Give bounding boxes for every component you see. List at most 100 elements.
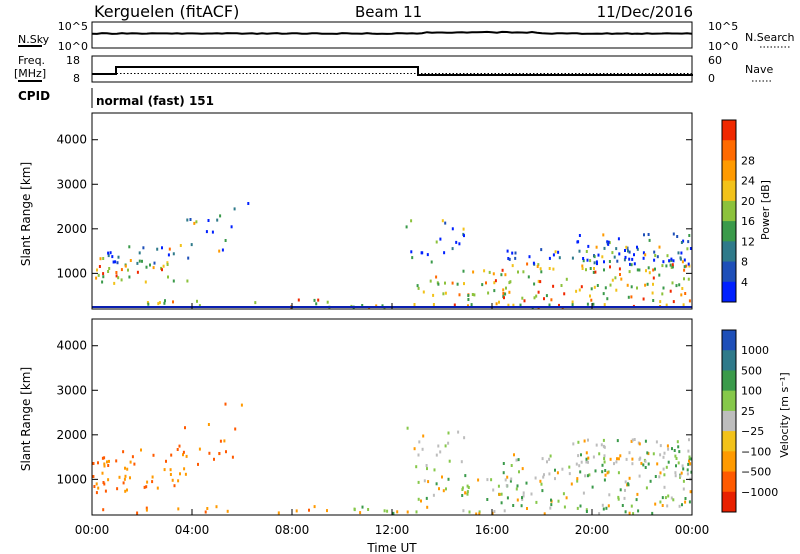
power-echo-cell bbox=[601, 255, 604, 259]
power-echo-cell bbox=[604, 286, 607, 290]
velocity-y-ticks: 1000 2000 3000 4000 bbox=[56, 339, 692, 486]
velocity-echo-cell bbox=[492, 488, 495, 492]
velocity-echo-cell bbox=[182, 450, 185, 454]
velocity-echo-cell bbox=[557, 499, 560, 503]
velocity-echo-cell bbox=[672, 498, 675, 502]
power-echo-cell bbox=[545, 294, 548, 298]
velocity-echo-cell bbox=[587, 438, 589, 442]
velocity-echo-cell bbox=[554, 468, 556, 472]
velocity-echo-cell bbox=[406, 426, 409, 430]
velocity-echo-cell bbox=[603, 454, 606, 458]
power-echo-cell bbox=[149, 263, 151, 267]
velocity-echo-cell bbox=[124, 474, 127, 478]
power-echo-cell bbox=[540, 248, 543, 252]
velocity-echo-cell bbox=[423, 479, 426, 483]
power-echo-cell bbox=[550, 298, 553, 302]
power-echo-cell bbox=[505, 286, 507, 290]
power-echo-cell bbox=[682, 239, 685, 243]
velocity-echo-cell bbox=[169, 468, 172, 472]
power-echo-cell bbox=[638, 268, 641, 272]
velocity-echo-cell bbox=[367, 508, 370, 511]
velocity-echo-cell bbox=[630, 439, 633, 443]
power-echo-cell bbox=[540, 270, 543, 274]
x-tick-label: 04:00 bbox=[175, 523, 210, 537]
sky-left-label: N.Sky bbox=[18, 33, 50, 46]
velocity-echo-cell bbox=[425, 496, 428, 500]
velocity-echo-cell bbox=[442, 489, 445, 493]
velocity-echo-cell bbox=[182, 453, 184, 457]
power-echo-cell bbox=[205, 230, 208, 234]
power-echo-cell bbox=[101, 280, 104, 284]
velocity-echo-cell bbox=[124, 489, 127, 493]
power-echo-cell bbox=[467, 304, 469, 308]
velocity-echo-cell bbox=[447, 441, 450, 445]
velocity-echo-cell bbox=[518, 470, 520, 474]
velocity-echo-cell bbox=[219, 439, 222, 443]
power-echo-cell bbox=[157, 302, 160, 306]
velocity-echo-cell bbox=[656, 462, 659, 466]
power-echo-cell bbox=[537, 263, 540, 267]
power-echo-cell bbox=[681, 260, 684, 264]
velocity-echo-cell bbox=[461, 486, 464, 490]
velocity-colorbar-segment bbox=[722, 410, 736, 432]
power-colorbar-segment bbox=[722, 200, 736, 222]
velocity-echo-cell bbox=[478, 512, 481, 516]
velocity-echo-cell bbox=[595, 443, 598, 447]
power-echo-cell bbox=[636, 247, 639, 251]
power-echo-cell bbox=[654, 267, 656, 271]
velocity-echo-cell bbox=[522, 491, 525, 495]
power-echo-cell bbox=[528, 255, 531, 259]
power-echo-cell bbox=[124, 264, 127, 268]
velocity-echo-cell bbox=[439, 450, 442, 454]
velocity-echo-cell bbox=[608, 493, 611, 497]
station-title: Kerguelen (fitACF) bbox=[94, 2, 239, 21]
velocity-colorbar: 1000 500 100 25 −25 −100 −500 −1000 bbox=[721, 329, 778, 513]
velocity-echo-cell bbox=[670, 496, 673, 500]
velocity-echo-cell bbox=[682, 487, 685, 491]
velocity-y-tick-label: 1000 bbox=[56, 472, 87, 486]
power-echo-cell bbox=[512, 303, 515, 307]
power-echo-cell bbox=[608, 241, 611, 245]
velocity-panel: 1000 2000 3000 4000 Slant Range [km] 1000 50… bbox=[19, 318, 791, 516]
velocity-colorbar-tick: 1000 bbox=[741, 344, 769, 357]
power-echo-cell bbox=[582, 257, 585, 260]
velocity-echo-cell bbox=[426, 467, 428, 471]
power-echo-cell bbox=[361, 304, 364, 307]
power-echo-cell bbox=[467, 294, 470, 297]
power-echo-cell bbox=[186, 279, 189, 283]
power-echo-cell bbox=[326, 300, 329, 304]
power-echo-cell bbox=[623, 258, 626, 262]
velocity-echo-cell bbox=[171, 478, 174, 482]
power-echo-cell bbox=[687, 240, 690, 244]
power-echo-cell bbox=[230, 225, 233, 229]
power-echo-cell bbox=[577, 240, 580, 244]
power-echo-cell bbox=[127, 268, 129, 272]
velocity-echo-cell bbox=[587, 460, 589, 464]
power-echo-cell bbox=[552, 284, 555, 288]
velocity-echo-cell bbox=[617, 497, 620, 501]
velocity-echo-cell bbox=[607, 504, 610, 508]
velocity-echo-cell bbox=[674, 454, 677, 458]
power-echo-cell bbox=[627, 249, 629, 253]
velocity-echo-cell bbox=[687, 462, 690, 466]
velocity-echo-cell bbox=[690, 470, 693, 474]
power-colorbar: 4 8 12 16 20 24 28 bbox=[721, 119, 755, 303]
power-echo-cell bbox=[115, 274, 118, 278]
velocity-echo-cell bbox=[628, 476, 631, 480]
power-echo-cell bbox=[645, 269, 647, 273]
power-colorbar-tick: 4 bbox=[741, 276, 748, 289]
power-echo-cell bbox=[470, 303, 473, 307]
velocity-echo-cell bbox=[687, 449, 690, 453]
power-echo-cell bbox=[662, 286, 665, 290]
power-echo-cell bbox=[686, 247, 689, 251]
velocity-echo-cell bbox=[173, 484, 176, 488]
velocity-echo-cell bbox=[126, 488, 128, 492]
power-echo-cell bbox=[596, 284, 599, 287]
velocity-echo-cell bbox=[682, 479, 685, 483]
velocity-echo-cell bbox=[530, 492, 533, 496]
velocity-echo-cell bbox=[580, 460, 583, 464]
power-echo-cell bbox=[444, 281, 446, 285]
power-echo-cell bbox=[672, 232, 675, 236]
velocity-echo-cell bbox=[684, 497, 687, 500]
power-echo-cell bbox=[96, 268, 98, 272]
